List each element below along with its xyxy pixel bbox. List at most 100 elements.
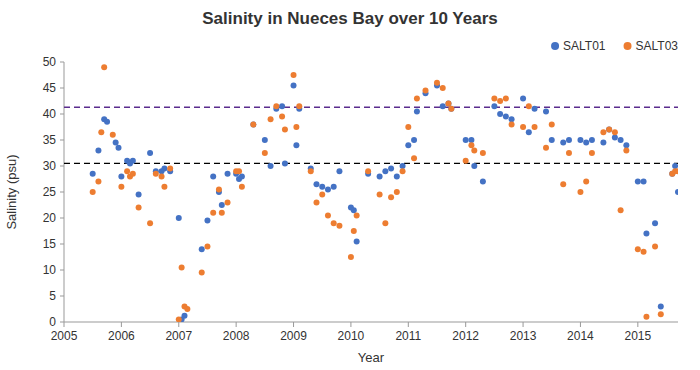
- point: [434, 80, 440, 86]
- point: [336, 223, 342, 229]
- point: [543, 108, 549, 114]
- x-tick-label: 2009: [280, 329, 307, 343]
- x-tick: [637, 322, 638, 327]
- point: [331, 184, 337, 190]
- point: [675, 168, 678, 174]
- y-tick: [60, 62, 64, 63]
- point: [675, 189, 678, 195]
- point: [95, 147, 101, 153]
- x-tick: [293, 322, 294, 327]
- point: [623, 147, 629, 153]
- point: [179, 264, 185, 270]
- point: [606, 127, 612, 133]
- point: [382, 168, 388, 174]
- legend-marker: [624, 42, 632, 50]
- point: [414, 108, 420, 114]
- point: [448, 106, 454, 112]
- point: [583, 140, 589, 146]
- point: [423, 88, 429, 94]
- x-tick-label: 2010: [338, 329, 365, 343]
- point: [400, 163, 406, 169]
- x-tick: [236, 322, 237, 327]
- point: [600, 140, 606, 146]
- point: [652, 220, 658, 226]
- point: [210, 173, 216, 179]
- point: [293, 124, 299, 130]
- point: [509, 116, 515, 122]
- point: [520, 95, 526, 101]
- series: [90, 64, 678, 322]
- y-tick-label: 0: [49, 315, 56, 329]
- point: [549, 137, 555, 143]
- point: [394, 189, 400, 195]
- point: [448, 106, 454, 112]
- point: [296, 103, 302, 109]
- y-tick: [60, 192, 64, 193]
- reference-line: [64, 163, 678, 164]
- point: [101, 64, 107, 70]
- title: Salinity in Nueces Bay over 10 Years: [202, 9, 497, 28]
- point: [268, 116, 274, 122]
- point: [643, 314, 649, 320]
- point: [90, 171, 96, 177]
- y-tick: [60, 218, 64, 219]
- point: [273, 103, 279, 109]
- y-tick: [60, 88, 64, 89]
- point: [98, 129, 104, 135]
- point: [635, 246, 641, 252]
- point: [583, 179, 589, 185]
- point: [618, 207, 624, 213]
- point: [440, 85, 446, 91]
- point: [336, 168, 342, 174]
- point: [313, 199, 319, 205]
- point: [468, 142, 474, 148]
- y-tick: [60, 322, 64, 323]
- x-tick: [580, 322, 581, 327]
- point: [291, 82, 297, 88]
- point: [161, 184, 167, 190]
- x-tick: [350, 322, 351, 327]
- y-tick: [60, 244, 64, 245]
- point: [130, 158, 136, 164]
- point: [672, 163, 678, 169]
- point: [463, 158, 469, 164]
- point: [95, 179, 101, 185]
- point: [147, 220, 153, 226]
- x-tick: [178, 322, 179, 327]
- point: [118, 184, 124, 190]
- point: [566, 150, 572, 156]
- point: [641, 179, 647, 185]
- y-tick-label: 40: [43, 107, 57, 121]
- point: [116, 145, 122, 151]
- point: [250, 121, 256, 127]
- point: [377, 173, 383, 179]
- point: [279, 114, 285, 120]
- legend-marker: [551, 42, 559, 50]
- point: [325, 186, 331, 192]
- point: [159, 173, 165, 179]
- point: [600, 129, 606, 135]
- y-tick-label: 20: [43, 211, 57, 225]
- point: [480, 179, 486, 185]
- point: [291, 72, 297, 78]
- point: [526, 129, 532, 135]
- point: [216, 186, 222, 192]
- x-axis-label: Year: [358, 350, 385, 365]
- y-tick-label: 35: [43, 133, 57, 147]
- y-tick-label: 30: [43, 159, 57, 173]
- x-tick: [465, 322, 466, 327]
- point: [394, 173, 400, 179]
- point: [635, 179, 641, 185]
- point: [471, 163, 477, 169]
- point: [319, 184, 325, 190]
- point: [543, 145, 549, 151]
- point: [491, 103, 497, 109]
- point: [658, 303, 664, 309]
- point: [225, 171, 231, 177]
- point: [388, 166, 394, 172]
- point: [382, 220, 388, 226]
- legend-label: SALT03: [636, 39, 679, 53]
- point: [167, 166, 173, 172]
- point: [176, 215, 182, 221]
- point: [491, 95, 497, 101]
